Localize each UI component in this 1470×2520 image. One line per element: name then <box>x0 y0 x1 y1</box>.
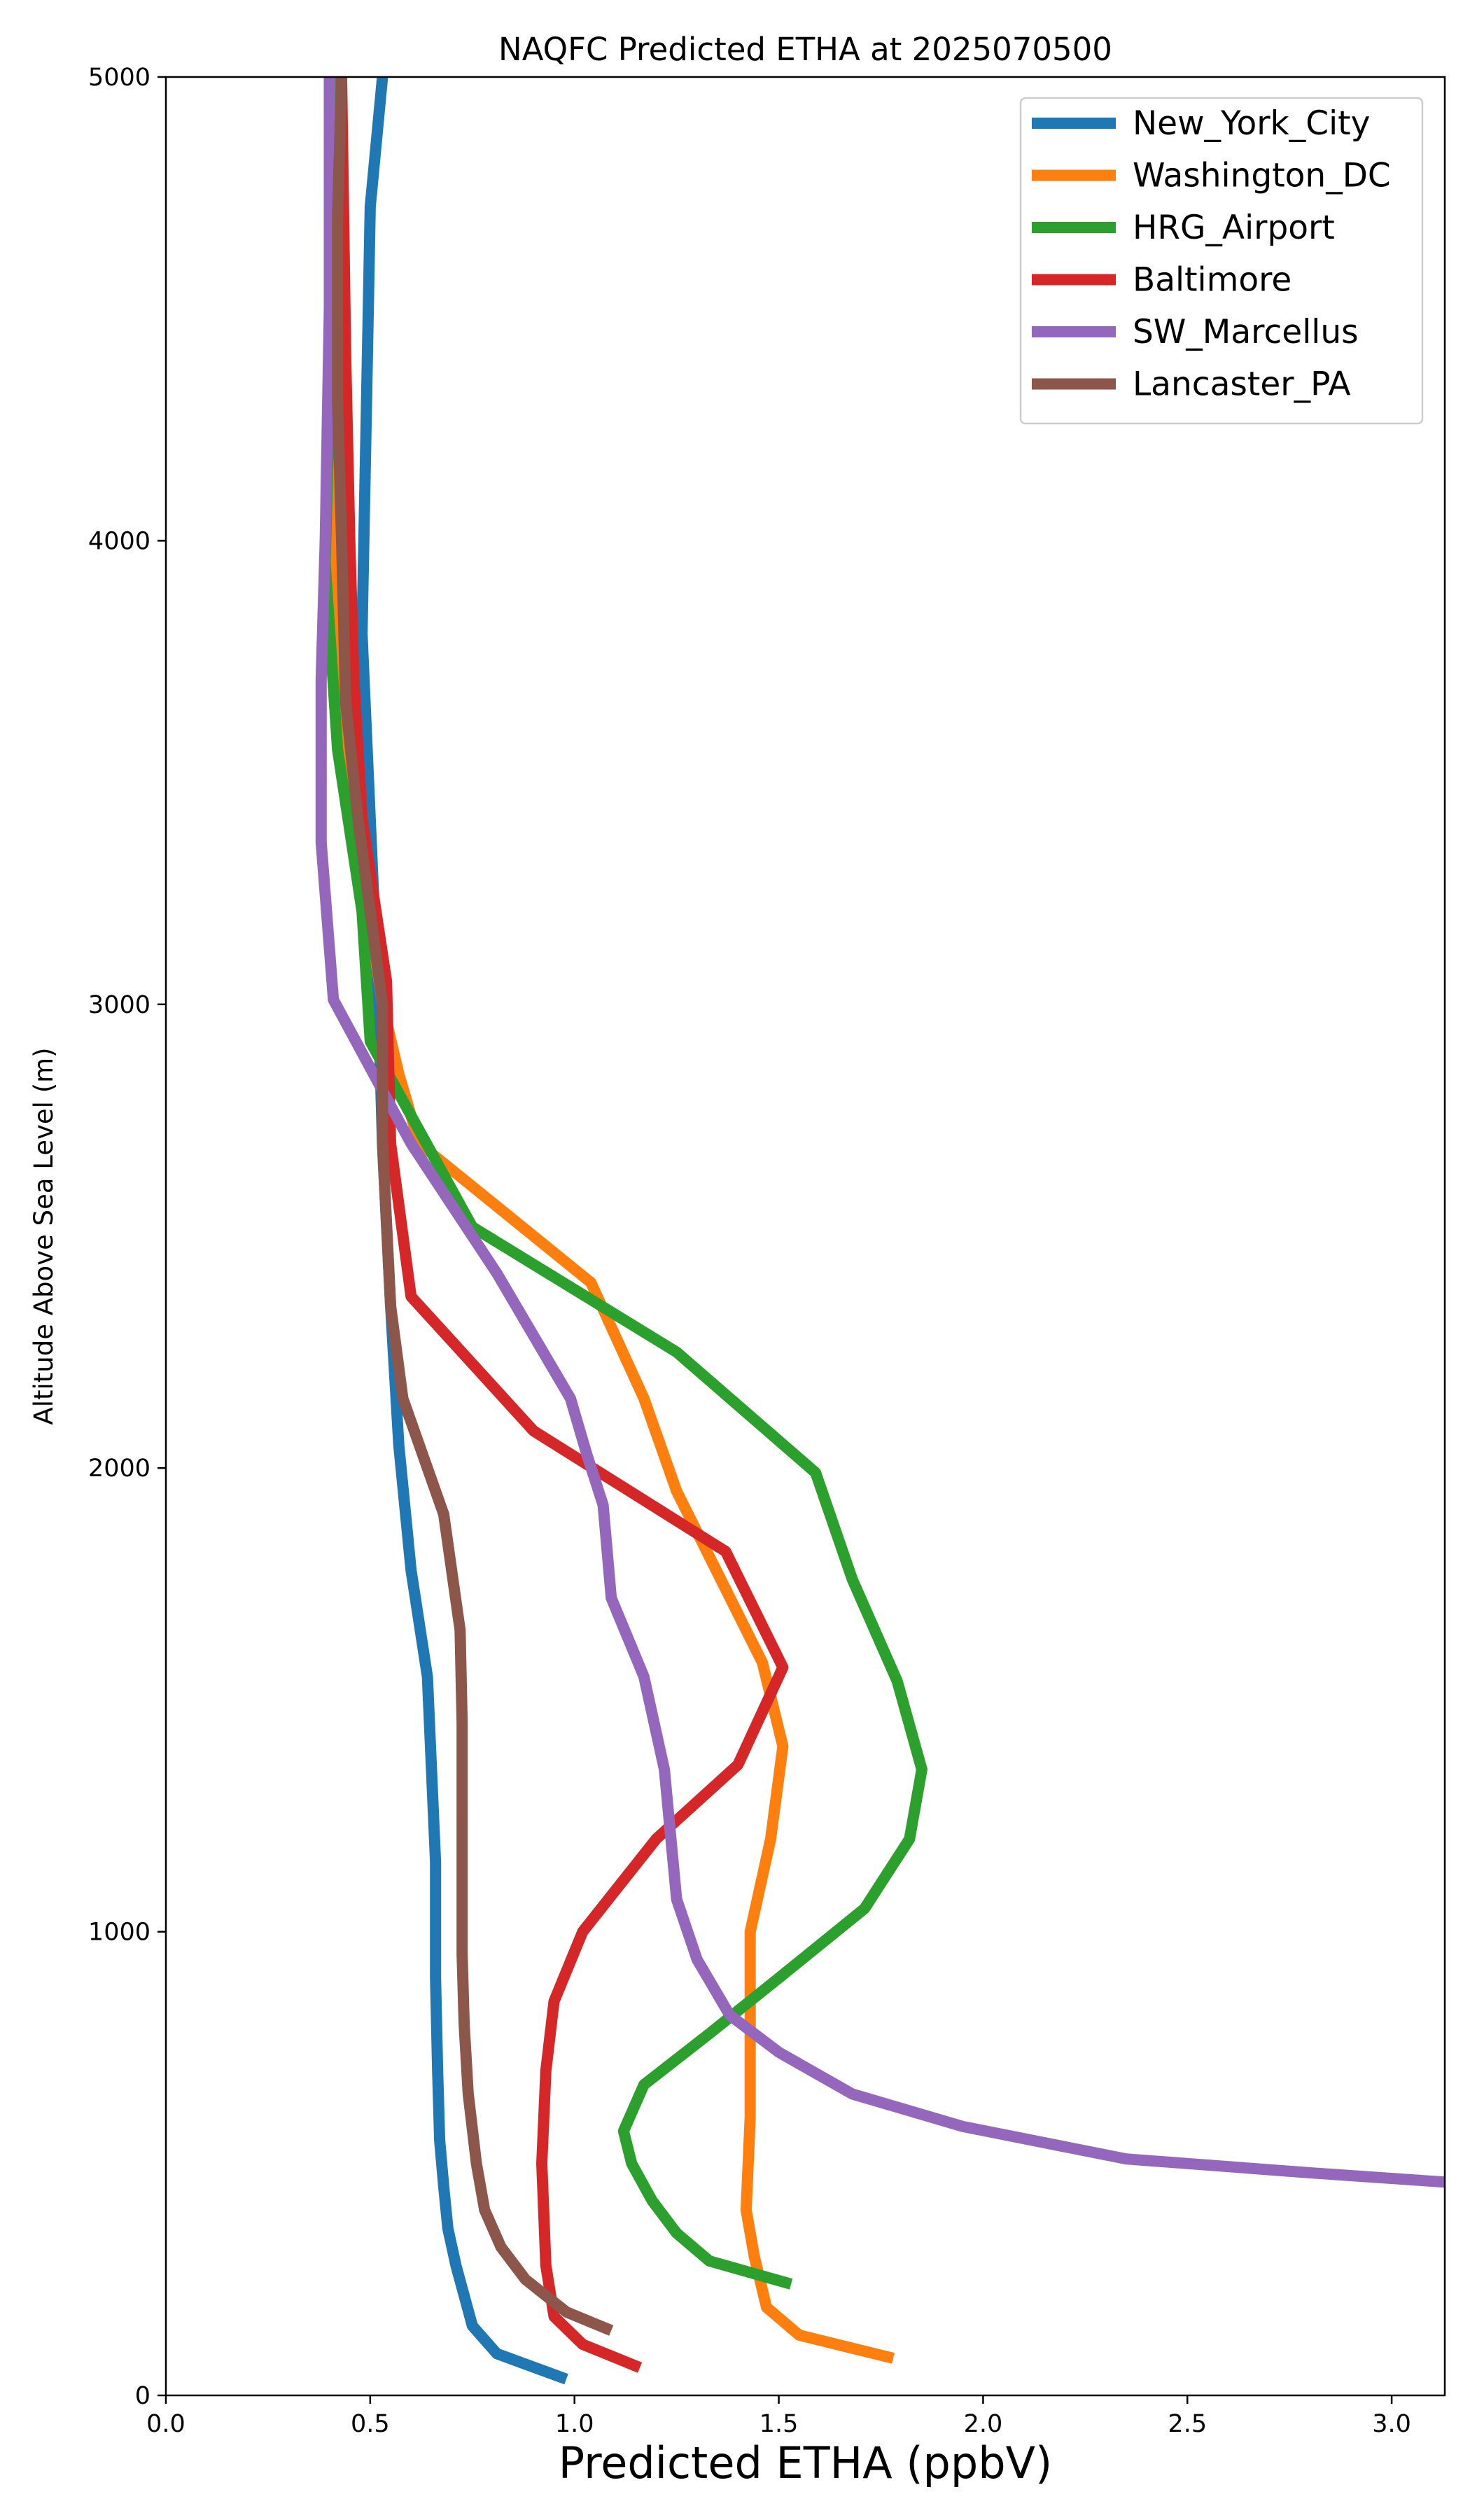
series-line-washington-dc <box>323 77 895 2364</box>
y-tick-label: 0 <box>135 2382 150 2410</box>
y-tick-label: 4000 <box>88 527 150 555</box>
y-tick-label: 2000 <box>88 1455 150 1483</box>
x-tick-label: 0.0 <box>146 2410 186 2438</box>
x-axis-label: Predicted ETHA (ppbV) <box>559 2437 1052 2488</box>
legend-box <box>1019 97 1424 425</box>
axis-layer: 0.0 0.5 1.0 1.5 2.0 2.5 3.0 0 1000 2000 3000 4000 50… <box>88 64 1411 2438</box>
x-tick-label: 0.5 <box>351 2410 390 2438</box>
series-line-sw-marcellus <box>315 77 1445 2188</box>
legend-label: SW_Marcellus <box>1133 313 1359 351</box>
x-tick-label: 1.5 <box>760 2410 799 2438</box>
x-tick-label: 2.5 <box>1168 2410 1207 2438</box>
legend-label: New_York_City <box>1133 104 1370 143</box>
y-tick-label: 1000 <box>88 1919 150 1947</box>
plot-frame <box>164 76 1446 2397</box>
series-line-lancaster-pa <box>332 77 614 2336</box>
legend-label: Washington_DC <box>1133 157 1391 195</box>
x-tick-label: 1.0 <box>555 2410 594 2438</box>
chart-title: NAQFC Predicted ETHA at 2025070500 <box>498 31 1112 68</box>
y-tick-label: 3000 <box>88 991 150 1019</box>
legend: New_York_City Washington_DC HRG_Airport Bal… <box>1019 97 1424 425</box>
series-layer <box>315 77 1445 2385</box>
series-line-new-york-city <box>356 77 568 2385</box>
series-line-baltimore <box>336 77 789 2373</box>
legend-label: HRG_Airport <box>1133 209 1335 247</box>
y-tick-label: 5000 <box>88 64 150 92</box>
x-tick-label: 2.0 <box>964 2410 1003 2438</box>
y-axis-label: Altitude Above Sea Level (m) <box>29 1047 59 1424</box>
legend-label: Lancaster_PA <box>1133 365 1351 404</box>
legend-label: Baltimore <box>1133 261 1292 300</box>
series-line-hrg-airport <box>319 77 927 2290</box>
x-tick-label: 3.0 <box>1372 2410 1411 2438</box>
